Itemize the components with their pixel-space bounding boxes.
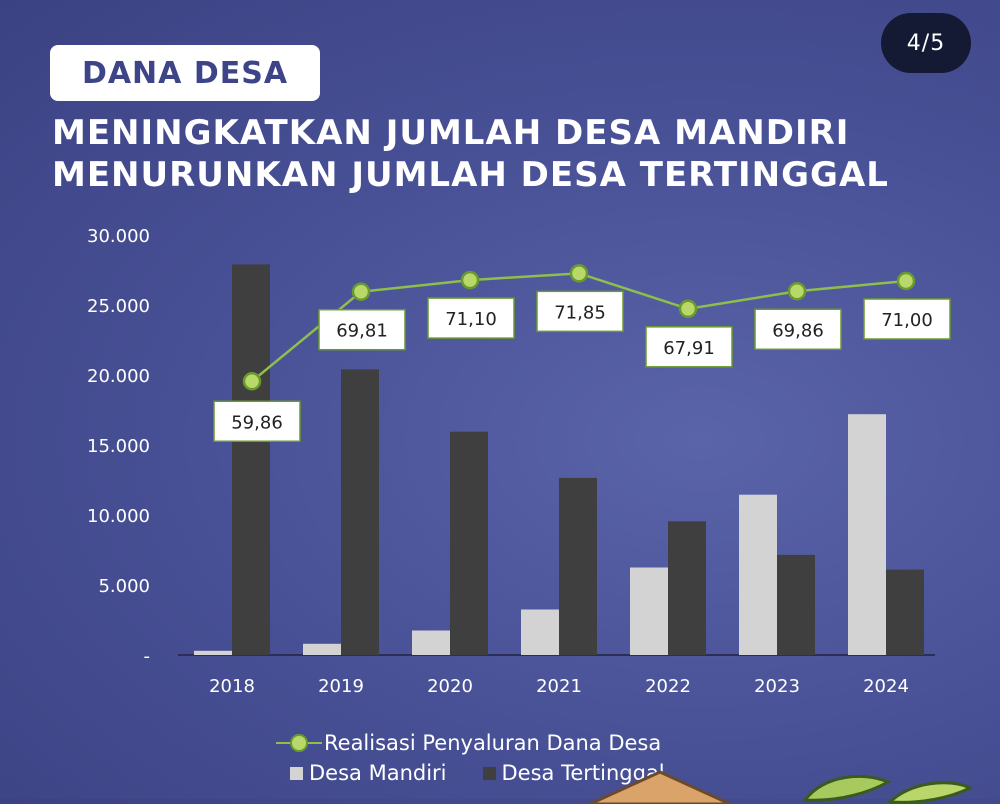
bar-desa-mandiri <box>412 630 450 655</box>
realisasi-point <box>460 270 480 290</box>
data-label: 67,91 <box>663 338 715 359</box>
realisasi-point <box>896 271 916 291</box>
legend-label-realisasi: Realisasi Penyaluran Dana Desa <box>324 731 662 755</box>
legend-row-desa: Desa Mandiri Desa Tertinggal <box>276 758 736 788</box>
legend: Realisasi Penyaluran Dana Desa Desa Mand… <box>276 728 736 788</box>
bar-desa-tertinggal <box>450 431 488 655</box>
data-label-box <box>427 297 515 339</box>
y-tick-label: 25.000 <box>87 296 150 317</box>
bar-desa-mandiri <box>630 567 668 655</box>
data-label: 71,00 <box>881 310 933 331</box>
y-tick-label: 10.000 <box>87 506 150 527</box>
bar-desa-tertinggal <box>886 569 924 655</box>
bar-desa-tertinggal <box>232 264 270 655</box>
headline-line-1: MENINGKATKAN JUMLAH DESA MANDIRI <box>52 113 850 153</box>
y-tick-label: 30.000 <box>87 226 150 247</box>
page-counter: 4/5 <box>881 13 971 73</box>
y-tick-label: 5.000 <box>98 576 150 597</box>
legend-row-realisasi: Realisasi Penyaluran Dana Desa <box>276 728 736 758</box>
data-label: 71,85 <box>554 302 606 323</box>
y-tick-label: - <box>144 646 151 667</box>
legend-swatch-tertinggal <box>482 766 496 780</box>
x-tick-label: 2023 <box>754 676 800 697</box>
bar-desa-mandiri <box>739 494 777 655</box>
data-label: 59,86 <box>231 412 283 433</box>
data-label: 69,81 <box>336 321 388 342</box>
x-tick-label: 2021 <box>536 676 582 697</box>
realisasi-point <box>569 264 589 283</box>
x-tick-label: 2019 <box>318 676 364 697</box>
x-tick-label: 2022 <box>645 676 691 697</box>
section-badge: DANA DESA <box>50 45 320 101</box>
data-label-box <box>863 298 951 340</box>
bar-desa-mandiri <box>848 414 886 655</box>
x-tick-label: 2024 <box>863 676 909 697</box>
headline: MENINGKATKAN JUMLAH DESA MANDIRI MENURUN… <box>52 112 952 196</box>
y-tick-label: 15.000 <box>87 436 150 457</box>
legend-swatch-mandiri <box>290 766 303 780</box>
x-tick-label: 2018 <box>209 676 255 697</box>
data-label-box <box>645 326 733 368</box>
data-label-box <box>318 308 406 351</box>
realisasi-point <box>242 372 262 391</box>
realisasi-point <box>678 299 698 319</box>
bar-desa-mandiri <box>194 650 232 655</box>
bar-desa-tertinggal <box>341 369 379 655</box>
x-tick-label: 2020 <box>427 676 473 697</box>
realisasi-point <box>787 282 807 301</box>
bar-desa-mandiri <box>521 609 559 655</box>
bar-desa-tertinggal <box>668 521 706 655</box>
realisasi-point <box>351 282 371 301</box>
data-label: 71,10 <box>445 309 497 330</box>
data-label: 69,86 <box>772 320 824 341</box>
data-label-box <box>536 290 624 333</box>
headline-line-2: MENURUNKAN JUMLAH DESA TERTINGGAL <box>52 155 889 195</box>
data-label-box <box>754 308 842 351</box>
data-label-box <box>213 400 301 443</box>
bar-desa-mandiri <box>303 643 341 655</box>
y-tick-label: 20.000 <box>87 366 150 387</box>
line-marker-icon <box>276 731 322 755</box>
legend-label-tertinggal: Desa Tertinggal <box>501 761 665 785</box>
bar-desa-tertinggal <box>777 554 815 655</box>
legend-label-mandiri: Desa Mandiri <box>309 761 447 785</box>
bar-desa-tertinggal <box>559 477 597 655</box>
